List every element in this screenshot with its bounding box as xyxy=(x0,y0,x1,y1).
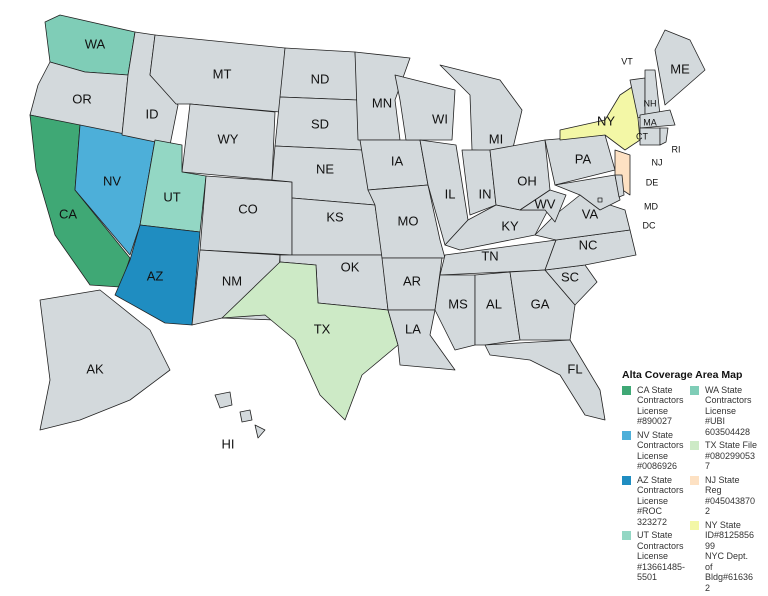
state-label-ne: NE xyxy=(316,161,334,176)
state-label-il: IL xyxy=(445,186,456,201)
legend-text: NV State Contractors License #0086926 xyxy=(637,430,684,472)
legend-title: Alta Coverage Area Map xyxy=(622,370,768,381)
state-label-sd: SD xyxy=(311,116,329,131)
legend-text: TX State File #080299053 7 xyxy=(705,440,757,472)
state-label-ma: MA xyxy=(643,117,657,127)
state-hi xyxy=(215,392,232,408)
state-label-oh: OH xyxy=(517,173,537,188)
state-label-ks: KS xyxy=(326,209,344,224)
state-label-ri: RI xyxy=(672,144,681,154)
state-label-hi: HI xyxy=(222,436,235,451)
state-label-me: ME xyxy=(670,61,690,76)
legend-item: AZ State Contractors License #ROC 323272 xyxy=(622,475,690,528)
state-label-ar: AR xyxy=(403,273,421,288)
state-label-co: CO xyxy=(238,201,258,216)
legend-item: NJ State Reg #045043870 2 xyxy=(690,475,758,517)
state-label-de: DE xyxy=(646,177,659,187)
state-label-ny: NY xyxy=(597,113,615,128)
state-wi xyxy=(395,75,455,140)
state-ms xyxy=(435,275,475,350)
state-label-ok: OK xyxy=(341,259,360,274)
state-label-md: MD xyxy=(644,201,658,211)
legend-swatch xyxy=(622,386,631,395)
state-label-id: ID xyxy=(146,106,159,121)
state-label-ut: UT xyxy=(163,189,180,204)
legend-column-right: WA State Contractors License #UBI 603504… xyxy=(690,385,758,596)
state-label-tx: TX xyxy=(314,321,331,336)
state-label-dc: DC xyxy=(643,220,656,230)
state-label-mi: MI xyxy=(489,131,503,146)
legend-text: AZ State Contractors License #ROC 323272 xyxy=(637,475,684,528)
state-label-nh: NH xyxy=(644,98,657,108)
legend-text: WA State Contractors License #UBI 603504… xyxy=(705,385,752,438)
state-label-nj: NJ xyxy=(652,157,663,167)
legend-text: UT State Contractors License #13661485- … xyxy=(637,530,685,583)
legend-item: WA State Contractors License #UBI 603504… xyxy=(690,385,758,438)
state-label-vt: VT xyxy=(621,56,633,66)
legend-swatch xyxy=(622,531,631,540)
state-ks xyxy=(292,198,382,255)
state-label-va: VA xyxy=(582,206,599,221)
state-hi-island xyxy=(240,410,252,422)
state-label-nv: NV xyxy=(103,173,121,188)
legend-swatch xyxy=(690,386,699,395)
legend-item: CA State Contractors License #890027 xyxy=(622,385,690,427)
state-fl xyxy=(485,340,605,420)
legend-swatch xyxy=(690,476,699,485)
state-label-al: AL xyxy=(486,296,502,311)
state-label-nm: NM xyxy=(222,273,242,288)
state-label-pa: PA xyxy=(575,151,592,166)
legend-item: NY State ID#8125856 99 NYC Dept. of Bldg… xyxy=(690,520,758,594)
state-label-fl: FL xyxy=(567,361,582,376)
legend-swatch xyxy=(690,521,699,530)
state-label-nd: ND xyxy=(311,71,330,86)
state-label-wy: WY xyxy=(218,131,239,146)
legend-item: UT State Contractors License #13661485- … xyxy=(622,530,690,583)
legend-text: CA State Contractors License #890027 xyxy=(637,385,684,427)
legend-text: NJ State Reg #045043870 2 xyxy=(705,475,755,517)
state-hi-island xyxy=(255,425,265,438)
state-label-nc: NC xyxy=(579,237,598,252)
state-label-la: LA xyxy=(405,321,421,336)
state-label-ca: CA xyxy=(59,206,77,221)
state-label-ga: GA xyxy=(531,296,550,311)
state-label-wa: WA xyxy=(85,36,106,51)
legend-swatch xyxy=(622,476,631,485)
legend: Alta Coverage Area Map CA State Contract… xyxy=(622,370,768,596)
state-dc xyxy=(598,198,602,202)
state-label-wi: WI xyxy=(432,111,448,126)
state-label-ia: IA xyxy=(391,153,404,168)
state-label-mt: MT xyxy=(213,66,232,81)
state-label-ak: AK xyxy=(86,361,104,376)
legend-item: NV State Contractors License #0086926 xyxy=(622,430,690,472)
state-label-wv: WV xyxy=(535,196,556,211)
state-label-in: IN xyxy=(479,186,492,201)
legend-item: TX State File #080299053 7 xyxy=(690,440,758,472)
state-label-mo: MO xyxy=(398,213,419,228)
state-ri xyxy=(660,128,668,145)
legend-text: NY State ID#8125856 99 NYC Dept. of Bldg… xyxy=(705,520,754,594)
state-label-az: AZ xyxy=(147,268,164,283)
legend-swatch xyxy=(690,441,699,450)
state-label-ct: CT xyxy=(636,131,648,141)
state-label-or: OR xyxy=(72,91,92,106)
state-label-sc: SC xyxy=(561,269,579,284)
state-label-mn: MN xyxy=(372,95,392,110)
state-label-ms: MS xyxy=(448,296,468,311)
legend-swatch xyxy=(622,431,631,440)
state-label-tn: TN xyxy=(481,248,498,263)
state-label-ky: KY xyxy=(501,218,519,233)
